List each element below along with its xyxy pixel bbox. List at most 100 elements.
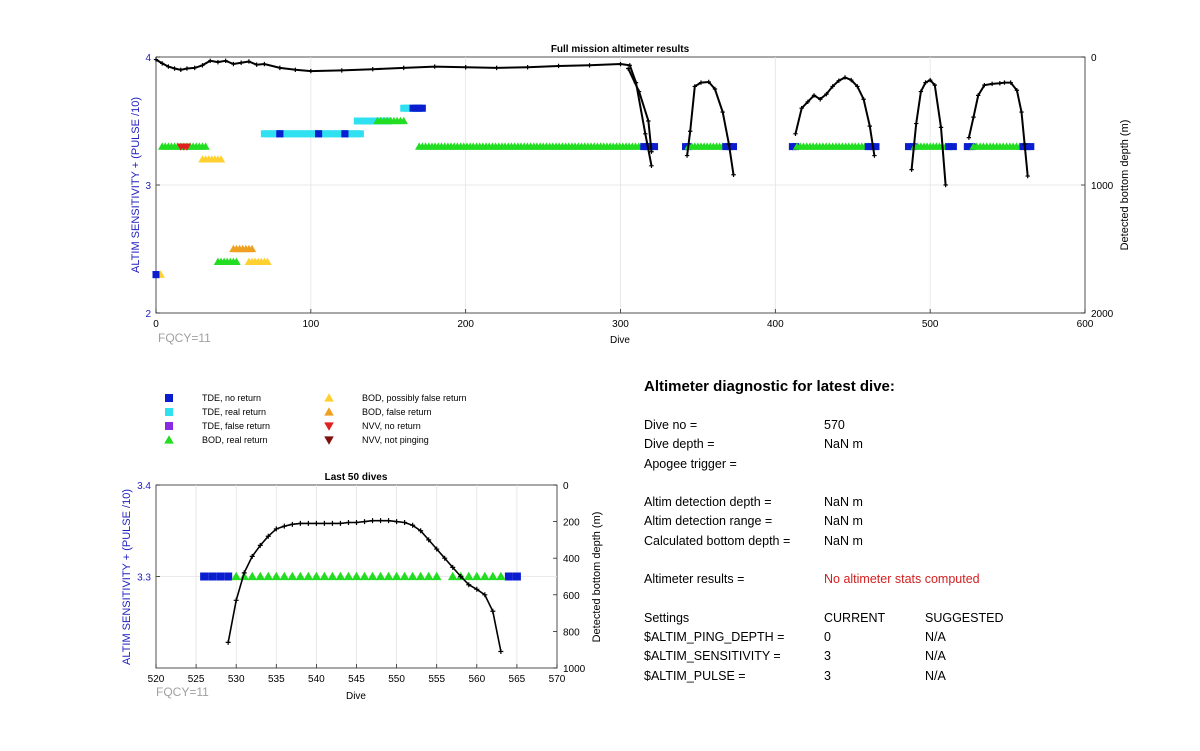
depth-point bbox=[971, 114, 976, 120]
bottom-y-label: ALTIM SENSITIVITY + (PULSE /10) bbox=[121, 489, 133, 665]
bod-real-return-marker bbox=[335, 571, 346, 581]
diag-value-results: No altimeter stats computed bbox=[824, 572, 980, 586]
depth-point bbox=[799, 106, 804, 111]
depth-point bbox=[273, 526, 279, 532]
bod-real-return-marker bbox=[447, 571, 458, 581]
depth-point bbox=[927, 77, 933, 83]
top-y-label: ALTIM SENSITIVITY + (PULSE /10) bbox=[130, 97, 142, 273]
bod-real-return-marker bbox=[271, 571, 282, 581]
depth-point bbox=[482, 592, 488, 598]
depth-point bbox=[1025, 173, 1030, 179]
setting-name-sensitivity: $ALTIM_SENSITIVITY = bbox=[644, 649, 781, 663]
top-x-label: Dive bbox=[610, 335, 630, 346]
depth-point bbox=[215, 59, 221, 65]
depth-point bbox=[159, 61, 165, 66]
bod-real-return-marker bbox=[391, 571, 402, 581]
depth-point bbox=[982, 82, 987, 88]
depth-point bbox=[706, 79, 711, 85]
diag-label-detection-depth: Altim detection depth = bbox=[644, 495, 772, 509]
x-tick-label: 545 bbox=[348, 674, 365, 685]
depth-point bbox=[257, 542, 263, 548]
depth-point bbox=[277, 65, 283, 71]
tde-real-return-marker bbox=[356, 130, 364, 138]
tde-no-return-marker bbox=[872, 143, 880, 151]
depth-point bbox=[241, 570, 247, 576]
legend-bod-real-return-symbol bbox=[164, 435, 174, 444]
depth-point bbox=[166, 64, 171, 69]
bod-real-return-marker bbox=[232, 257, 241, 265]
depth-point bbox=[923, 80, 928, 85]
depth-point bbox=[649, 149, 654, 154]
x-tick-label: 500 bbox=[922, 319, 939, 330]
depth-point bbox=[238, 60, 244, 65]
setting-current-sensitivity: 3 bbox=[824, 649, 831, 663]
depth-point bbox=[966, 135, 972, 140]
depth-point bbox=[494, 65, 499, 71]
depth-point bbox=[313, 520, 319, 526]
top-grid bbox=[156, 57, 1085, 313]
x-tick-label: 535 bbox=[268, 674, 285, 685]
depth-point bbox=[354, 520, 359, 526]
diag-value-dive-no: 570 bbox=[824, 418, 845, 432]
bod-real-return-marker bbox=[415, 571, 426, 581]
depth-point bbox=[636, 89, 642, 94]
altimeter-diagnostic-panel: Altimeter diagnostic for latest dive: Di… bbox=[644, 378, 1184, 698]
y-right-tick-label: 400 bbox=[563, 554, 580, 565]
depth-point bbox=[442, 555, 448, 561]
bod-real-return-marker bbox=[472, 571, 482, 581]
depth-point bbox=[233, 597, 239, 603]
depth-point bbox=[207, 58, 213, 64]
legend-nvv-no-return-symbol bbox=[324, 422, 334, 431]
bod-real-return-marker bbox=[480, 571, 490, 581]
depth-point bbox=[712, 86, 718, 92]
depth-point bbox=[627, 63, 632, 68]
depth-point bbox=[370, 66, 375, 72]
diagnostic-title: Altimeter diagnostic for latest dive: bbox=[644, 378, 895, 395]
top-ticks: 0 100 200 300 400 500 600 2 3 4 0 1000 2000 bbox=[145, 53, 1113, 330]
x-tick-label: 520 bbox=[148, 674, 165, 685]
bod-real-return-marker bbox=[375, 571, 386, 581]
depth-point bbox=[811, 93, 817, 98]
depth-line bbox=[627, 68, 653, 152]
bod-real-return-marker bbox=[463, 571, 474, 581]
legend-bod-false-label: BOD, false return bbox=[362, 407, 432, 417]
legend-nvv-no-return-label: NVV, no return bbox=[362, 421, 421, 431]
depth-point bbox=[246, 59, 252, 64]
depth-point bbox=[432, 64, 437, 69]
depth-point bbox=[329, 520, 335, 526]
bottom-x-label: Dive bbox=[346, 691, 366, 702]
diag-value-bottom-depth: NaN m bbox=[824, 534, 863, 548]
depth-point bbox=[458, 574, 464, 579]
tde-no-return-marker bbox=[945, 143, 953, 151]
depth-point bbox=[426, 537, 432, 543]
bod-real-return-marker bbox=[383, 571, 394, 581]
bod-real-return-marker bbox=[239, 571, 250, 581]
y-tick-label: 4 bbox=[145, 53, 151, 64]
depth-point bbox=[231, 61, 236, 67]
tde-no-return-marker bbox=[341, 130, 349, 138]
x-tick-label: 530 bbox=[228, 674, 245, 685]
diag-label-apogee-trigger: Apogee trigger = bbox=[644, 457, 737, 471]
depth-point bbox=[909, 167, 914, 172]
last-50-dives-chart: 520 525 530 535 540 545 550 555 560 565 570 3.3 3.4 0… bbox=[121, 472, 603, 702]
diag-label-dive-depth: Dive depth = bbox=[644, 437, 715, 451]
legend-bod-possibly-false-symbol bbox=[324, 393, 334, 402]
tde-no-return-marker bbox=[640, 143, 648, 151]
tde-no-return-marker bbox=[949, 143, 957, 151]
tde-no-return-marker bbox=[200, 572, 209, 581]
tde-no-return-marker bbox=[216, 572, 225, 581]
depth-point bbox=[918, 89, 924, 94]
depth-point bbox=[466, 582, 472, 588]
setting-current-ping-depth: 0 bbox=[824, 630, 831, 644]
x-tick-label: 200 bbox=[457, 319, 474, 330]
depth-point bbox=[418, 528, 424, 534]
y-tick-label: 3.4 bbox=[137, 481, 151, 492]
bod-real-return-marker bbox=[399, 571, 410, 581]
settings-header-current: CURRENT bbox=[824, 611, 886, 625]
depth-point bbox=[184, 66, 190, 71]
depth-point bbox=[1002, 80, 1007, 85]
bod-real-return-marker bbox=[247, 571, 258, 581]
tde-no-return-marker bbox=[1023, 143, 1031, 151]
depth-point bbox=[1008, 80, 1013, 85]
y-right-tick-label: 800 bbox=[563, 627, 580, 638]
